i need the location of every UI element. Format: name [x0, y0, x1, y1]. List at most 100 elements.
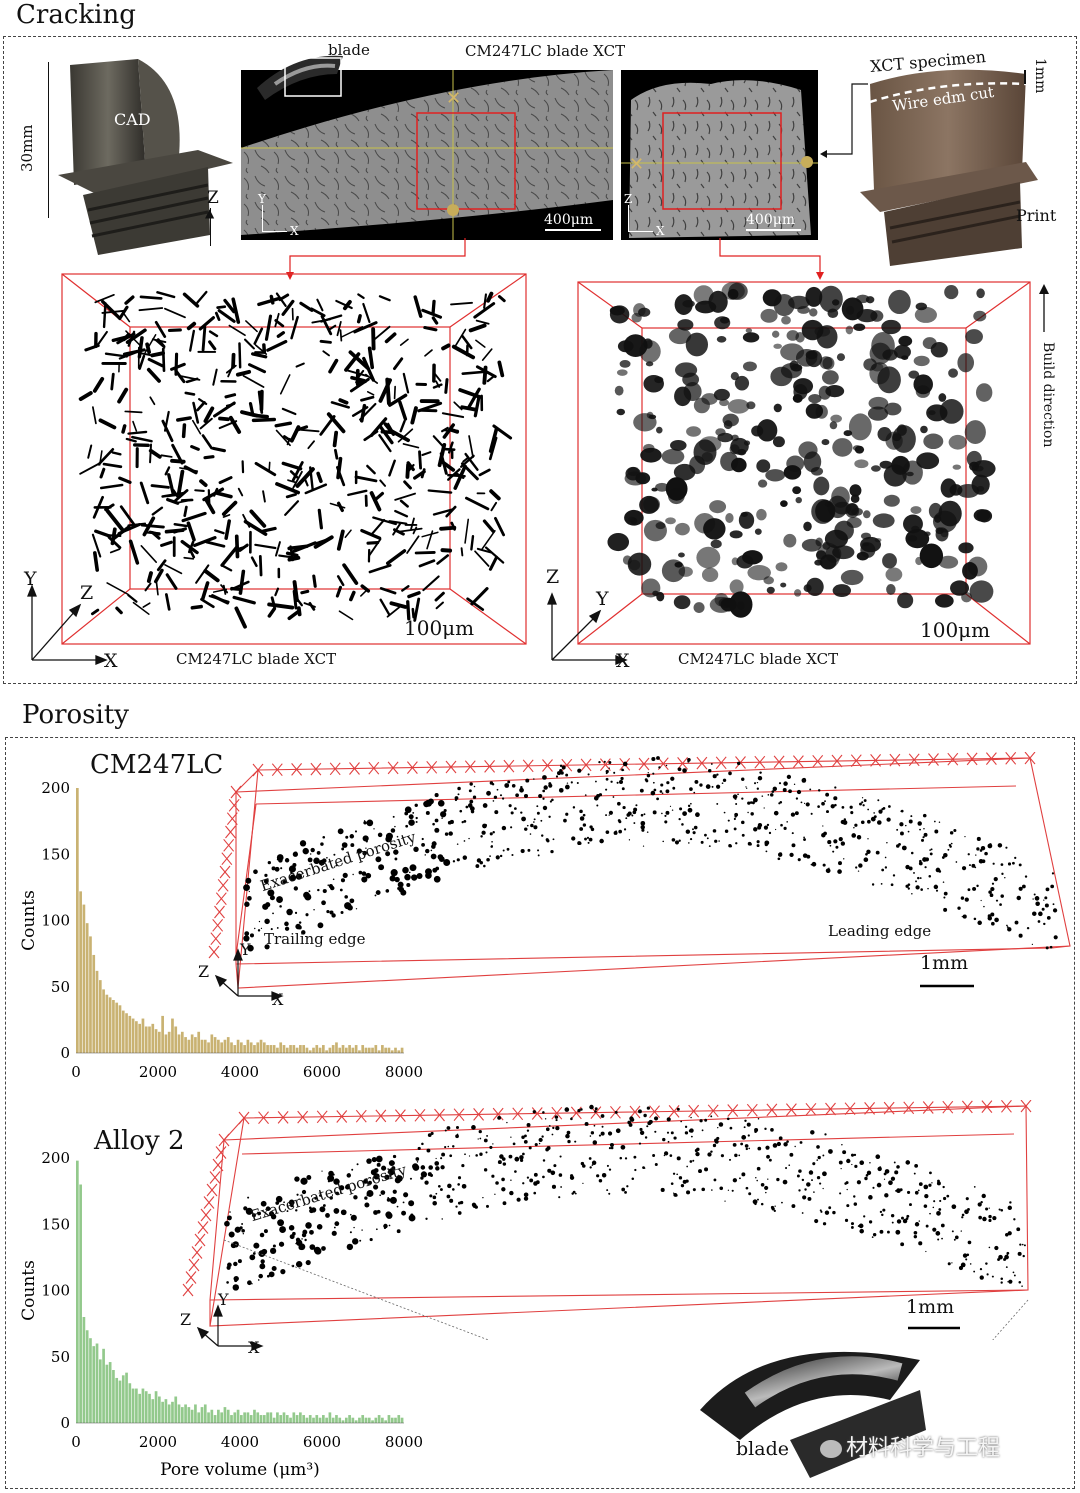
crack-blob: [762, 289, 782, 307]
histogram-bar: [243, 1045, 246, 1053]
pore: [767, 794, 770, 796]
pore: [770, 793, 774, 797]
pore: [785, 1167, 788, 1170]
crack-segment: [489, 489, 501, 501]
crack-volume-left: [61, 273, 527, 645]
crack-blob: [867, 406, 889, 421]
pore: [499, 854, 503, 858]
pore: [752, 1199, 758, 1205]
crack-segment: [453, 401, 463, 411]
pore: [473, 785, 476, 788]
right3d-axis-x: X: [616, 650, 630, 672]
pore: [461, 1183, 467, 1189]
histogram-bar: [249, 1042, 253, 1053]
crack-segment: [138, 307, 164, 312]
pore: [710, 763, 713, 765]
crack-segment: [231, 297, 241, 324]
pore: [247, 1280, 252, 1286]
pore: [347, 1245, 350, 1248]
pore: [973, 917, 977, 921]
pore: [380, 1190, 386, 1195]
pore: [644, 1136, 648, 1139]
histogram-bar: [213, 1415, 217, 1423]
pore: [899, 822, 904, 827]
pore: [542, 775, 547, 780]
histogram-bar: [180, 1407, 184, 1423]
crack-blob: [771, 330, 780, 338]
pore: [652, 781, 655, 784]
pore: [983, 905, 985, 908]
tick-mark: [406, 761, 418, 774]
pore: [345, 835, 349, 839]
pore: [317, 922, 324, 929]
pore: [749, 801, 753, 804]
crack-segment: [454, 328, 467, 347]
pore: [724, 1200, 726, 1202]
crack-blob: [788, 295, 810, 310]
pore: [934, 829, 939, 834]
crack-segment: [170, 362, 186, 371]
pore: [741, 1134, 747, 1140]
histogram-bar: [279, 1415, 283, 1423]
crack-segment: [174, 352, 179, 376]
pore: [551, 1184, 557, 1189]
crack-blob: [883, 494, 900, 507]
crack-segment: [441, 343, 451, 351]
pore: [841, 806, 845, 809]
pore: [741, 820, 745, 825]
crack-segment: [427, 489, 453, 494]
pore: [841, 1144, 843, 1146]
histogram-bar: [187, 1407, 191, 1423]
crack-blob: [781, 315, 791, 325]
pore: [692, 831, 696, 835]
pore: [525, 778, 530, 783]
histogram-bar: [92, 954, 96, 1053]
pore: [754, 1130, 757, 1133]
tick-mark: [805, 1102, 817, 1116]
pore: [765, 1191, 767, 1194]
pore: [851, 833, 857, 838]
pore: [588, 1157, 592, 1160]
pore: [440, 811, 447, 818]
pore: [814, 1218, 819, 1224]
pore: [932, 1206, 935, 1209]
pore: [924, 866, 927, 869]
tick-mark: [219, 865, 231, 879]
pore: [1051, 872, 1055, 875]
pore: [375, 1228, 378, 1231]
pore: [728, 771, 732, 776]
pore: [837, 869, 842, 874]
crack-segment: [222, 584, 227, 595]
histogram-bar: [207, 1042, 210, 1053]
pore: [756, 781, 759, 784]
pore: [1005, 846, 1008, 849]
crack-segment: [451, 344, 476, 360]
pore: [245, 877, 252, 884]
pore: [704, 833, 707, 837]
pore: [523, 1196, 529, 1201]
pore: [767, 1178, 769, 1180]
crack-segment: [413, 295, 423, 318]
pore: [440, 1157, 443, 1160]
histogram-bar: [285, 1415, 289, 1423]
pore: [796, 789, 802, 795]
histogram-bar: [305, 1047, 309, 1053]
tick-mark: [349, 762, 360, 775]
pore: [248, 947, 251, 950]
pore: [680, 1120, 683, 1123]
pore: [666, 781, 670, 785]
pore: [321, 858, 327, 864]
pore: [527, 848, 531, 852]
pore: [705, 784, 711, 789]
pore: [929, 1212, 931, 1215]
pore: [296, 1193, 299, 1196]
pore: [364, 1202, 370, 1208]
pore: [478, 1129, 482, 1134]
pore: [643, 1113, 647, 1118]
crack-segment: [421, 531, 439, 538]
crack-segment: [146, 571, 153, 583]
histogram-bar: [289, 1045, 292, 1053]
pore: [881, 868, 885, 872]
pore: [865, 852, 868, 856]
pore: [658, 766, 661, 769]
